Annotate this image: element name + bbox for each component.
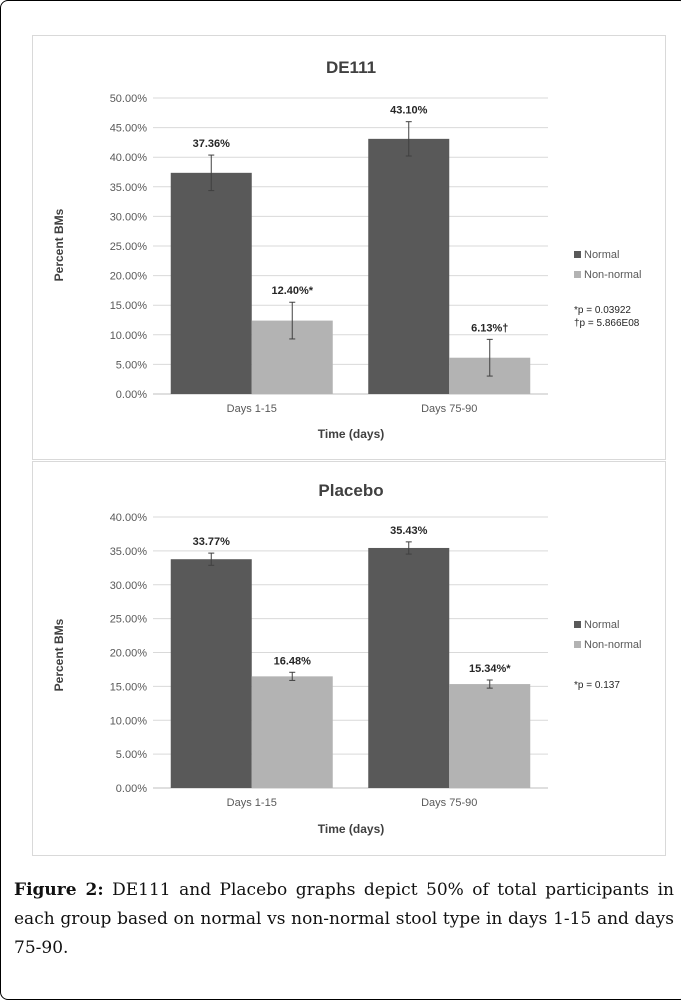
y-tick-label: 25.00% — [110, 614, 148, 626]
chart-title: Placebo — [318, 481, 383, 500]
x-axis-label: Time (days) — [318, 822, 384, 836]
significance-note: †p = 5.866E08 — [574, 318, 640, 329]
data-label: 43.10% — [390, 105, 428, 117]
y-tick-label: 10.00% — [110, 715, 148, 727]
y-tick-label: 10.00% — [110, 330, 148, 342]
bar-normal — [171, 173, 252, 394]
legend-entry: Normal — [584, 249, 619, 261]
chart-de111-svg: DE111 Percent BMs Time (days) 0.00% 5.00%… — [33, 36, 667, 461]
data-label: 6.13%† — [471, 322, 508, 334]
data-label: 16.48% — [274, 655, 312, 667]
y-tick-label: 15.00% — [110, 300, 148, 312]
bar-normal — [368, 548, 449, 788]
y-tick-label: 25.00% — [110, 241, 148, 253]
y-tick-label: 30.00% — [110, 580, 148, 592]
chart-panel-placebo: Placebo Percent BMs Time (days) 0.00% 5.0… — [32, 461, 666, 856]
y-tick-label: 35.00% — [110, 546, 148, 558]
legend-swatch — [574, 251, 581, 258]
y-tick-label: 35.00% — [110, 182, 148, 194]
x-axis-label: Time (days) — [318, 427, 384, 441]
y-axis-label: Percent BMs — [52, 618, 66, 691]
data-label: 35.43% — [390, 525, 428, 537]
x-tick-label: Days 1-15 — [227, 403, 277, 415]
significance-note: *p = 0.03922 — [574, 305, 631, 316]
caption-label: Figure 2: — [14, 880, 104, 900]
bar-normal — [368, 139, 449, 394]
x-tick-label: Days 75-90 — [421, 797, 477, 809]
y-tick-label: 50.00% — [110, 93, 148, 105]
figure-caption: Figure 2: DE111 and Placebo graphs depic… — [14, 876, 674, 963]
data-label: 33.77% — [193, 536, 231, 548]
y-tick-label: 40.00% — [110, 152, 148, 164]
y-axis-label: Percent BMs — [52, 208, 66, 281]
bar-normal — [171, 559, 252, 788]
bar-non-normal — [449, 684, 530, 788]
legend-entry: Non-normal — [584, 639, 641, 651]
y-tick-label: 5.00% — [116, 359, 147, 371]
y-tick-label: 0.00% — [116, 783, 147, 795]
chart-panel-de111: DE111 Percent BMs Time (days) 0.00% 5.00%… — [32, 35, 666, 460]
significance-note: *p = 0.137 — [574, 680, 620, 691]
y-tick-label: 40.00% — [110, 512, 148, 524]
y-tick-label: 45.00% — [110, 123, 148, 135]
x-tick-label: Days 75-90 — [421, 403, 477, 415]
y-tick-label: 0.00% — [116, 389, 147, 401]
legend-entry: Normal — [584, 619, 619, 631]
y-tick-label: 15.00% — [110, 681, 148, 693]
bar-non-normal — [252, 676, 333, 788]
legend-swatch — [574, 271, 581, 278]
caption-text: DE111 and Placebo graphs depict 50% of t… — [14, 880, 674, 958]
y-tick-label: 20.00% — [110, 648, 148, 660]
x-tick-label: Days 1-15 — [227, 797, 277, 809]
y-tick-label: 5.00% — [116, 749, 147, 761]
legend-swatch — [574, 621, 581, 628]
legend-entry: Non-normal — [584, 269, 641, 281]
y-tick-label: 20.00% — [110, 271, 148, 283]
chart-placebo-svg: Placebo Percent BMs Time (days) 0.00% 5.0… — [33, 462, 667, 857]
legend-swatch — [574, 641, 581, 648]
data-label: 15.34%* — [469, 663, 511, 675]
data-label: 12.40%* — [271, 285, 313, 297]
data-label: 37.36% — [193, 138, 231, 150]
chart-title: DE111 — [326, 58, 376, 77]
y-tick-label: 30.00% — [110, 211, 148, 223]
